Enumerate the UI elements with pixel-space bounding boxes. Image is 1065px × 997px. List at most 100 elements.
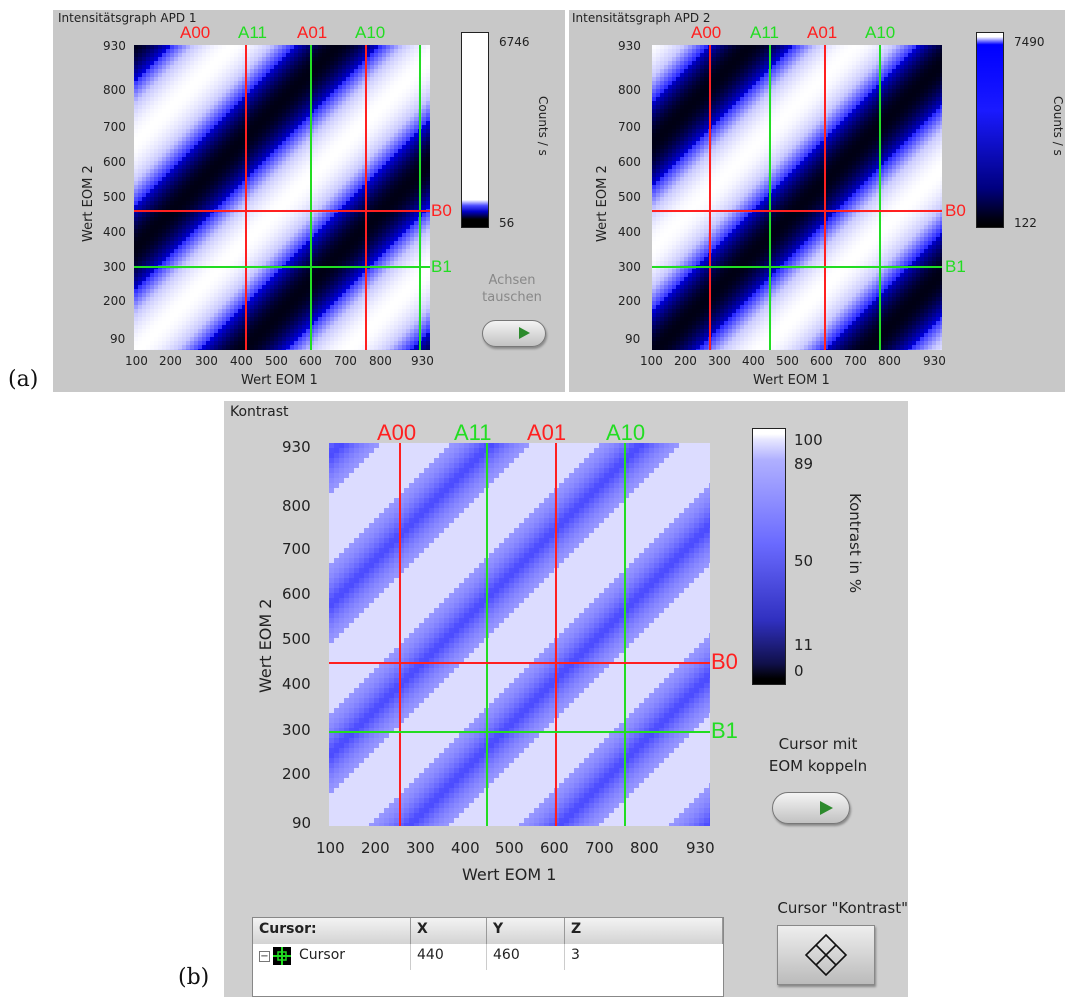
x-tick: 400 [230,354,253,368]
x-tick: 300 [708,354,731,368]
table-header-z[interactable]: Z [565,918,723,944]
x-tick: 100 [125,354,148,368]
couple-cursor-label-line1: Cursor mit [778,735,858,753]
intensity-scale-apd1 [461,32,489,228]
graph-title-apd2: Intensitätsgraph APD 2 [572,11,711,25]
y-tick: 700 [618,120,641,134]
cursor-label-a10: A10 [865,23,896,42]
x-tick: 800 [630,839,659,857]
intensity-plot-apd2[interactable] [652,45,942,350]
panel-apd1: Intensitätsgraph APD 1 A00 A11 A01 A10 B… [53,10,565,392]
x-tick: 400 [451,839,480,857]
cursor-kontrast-label: Cursor "Kontrast" [777,899,908,917]
y-tick: 600 [282,585,311,603]
x-tick: 300 [406,839,435,857]
intensity-plot-apd1[interactable] [134,45,430,350]
x-tick: 500 [265,354,288,368]
cursor-label-b0: B0 [711,649,738,674]
y-axis-title: Wert EOM 2 [595,165,610,242]
y-axis-title: Wert EOM 2 [256,598,275,693]
y-tick: 200 [618,294,641,308]
table-header-cursor[interactable]: Cursor: [253,918,411,944]
couple-cursor-toggle[interactable] [772,792,850,824]
intensity-scale-apd2 [976,32,1004,228]
y-tick: 700 [282,540,311,558]
arrow-icon [820,801,833,815]
cursor-label-a01: A01 [807,23,838,42]
y-tick: 90 [625,332,641,346]
cell-z[interactable]: 3 [571,947,580,963]
graph-title-kontrast: Kontrast [230,404,289,420]
cursor-label-a00: A00 [691,23,722,42]
y-tick: 400 [103,225,126,239]
y-tick: 90 [292,814,312,832]
scale-tick-0: 0 [794,662,804,680]
cursor-label-a11: A11 [238,23,267,42]
panel-apd2: Intensitätsgraph APD 2 A00 A11 A01 A10 B… [569,10,1065,392]
scale-max-label: 6746 [499,35,530,49]
contrast-scale [752,428,786,685]
x-tick: 930 [686,839,715,857]
x-axis-title: Wert EOM 1 [462,865,557,884]
x-tick: 700 [585,839,614,857]
cursor-label-a10: A10 [606,420,646,445]
table-row[interactable]: − Cursor 440 460 3 [253,944,723,970]
y-tick: 300 [282,721,311,739]
cursor-label-b0: B0 [431,201,452,220]
x-tick: 100 [316,839,345,857]
x-tick: 930 [923,354,946,368]
x-tick: 300 [195,354,218,368]
y-axis-title: Wert EOM 2 [81,165,96,242]
x-tick: 800 [878,354,901,368]
cursor-table[interactable]: Cursor: X Y Z − Cursor 440 460 3 [252,917,724,997]
y-tick: 200 [282,765,311,783]
cell-x[interactable]: 440 [411,944,487,970]
scale-tick-100: 100 [794,431,823,449]
cursor-label-b1: B1 [711,718,738,743]
cell-y[interactable]: 460 [487,944,565,970]
cursor-kontrast-button[interactable] [777,925,875,985]
swap-axes-toggle[interactable] [482,320,546,347]
table-header-x[interactable]: X [411,918,487,944]
arrow-icon [519,327,530,339]
cursor-label-a10: A10 [355,23,386,42]
y-tick: 90 [110,332,126,346]
cell-cursor-name: Cursor [293,944,411,970]
cursor-label-b0: B0 [945,201,966,220]
scale-tick-50: 50 [794,552,814,570]
cursor-label-b1: B1 [945,257,966,276]
y-tick: 600 [618,155,641,169]
x-tick: 200 [159,354,182,368]
cursor-color-icon[interactable] [273,947,291,965]
x-tick: 600 [810,354,833,368]
collapse-icon[interactable]: − [259,951,270,962]
panel-kontrast: Kontrast A00 A11 A01 A10 B0 B1 930 800 7… [224,401,908,997]
scale-title: Counts / s [1051,96,1065,156]
couple-cursor-label-line2: EOM koppeln [768,757,868,775]
x-tick: 200 [674,354,697,368]
contrast-plot[interactable] [329,443,710,826]
couple-cursor-label: Cursor mit EOM koppeln [748,733,888,777]
cursor-label-a01: A01 [527,420,567,445]
x-tick: 700 [334,354,357,368]
y-tick: 930 [282,438,311,456]
x-tick: 600 [299,354,322,368]
x-axis-title: Wert EOM 1 [753,373,830,388]
graph-title-apd1: Intensitätsgraph APD 1 [58,11,197,25]
intensity-map-apd1 [134,45,430,350]
swap-axes-label: Achsen tauschen [472,272,552,306]
y-tick: 930 [103,39,126,53]
intensity-map-apd2 [652,45,942,350]
y-tick: 800 [103,83,126,97]
y-tick: 300 [103,260,126,274]
subfigure-label-b: (b) [178,965,210,990]
y-tick: 930 [618,39,641,53]
y-tick: 500 [103,190,126,204]
swap-axes-label-line2: tauschen [482,290,542,305]
y-tick: 500 [618,190,641,204]
y-tick: 700 [103,120,126,134]
table-header-y[interactable]: Y [487,918,565,944]
x-tick: 600 [540,839,569,857]
scale-title: Kontrast in % [846,493,864,594]
x-tick: 500 [495,839,524,857]
